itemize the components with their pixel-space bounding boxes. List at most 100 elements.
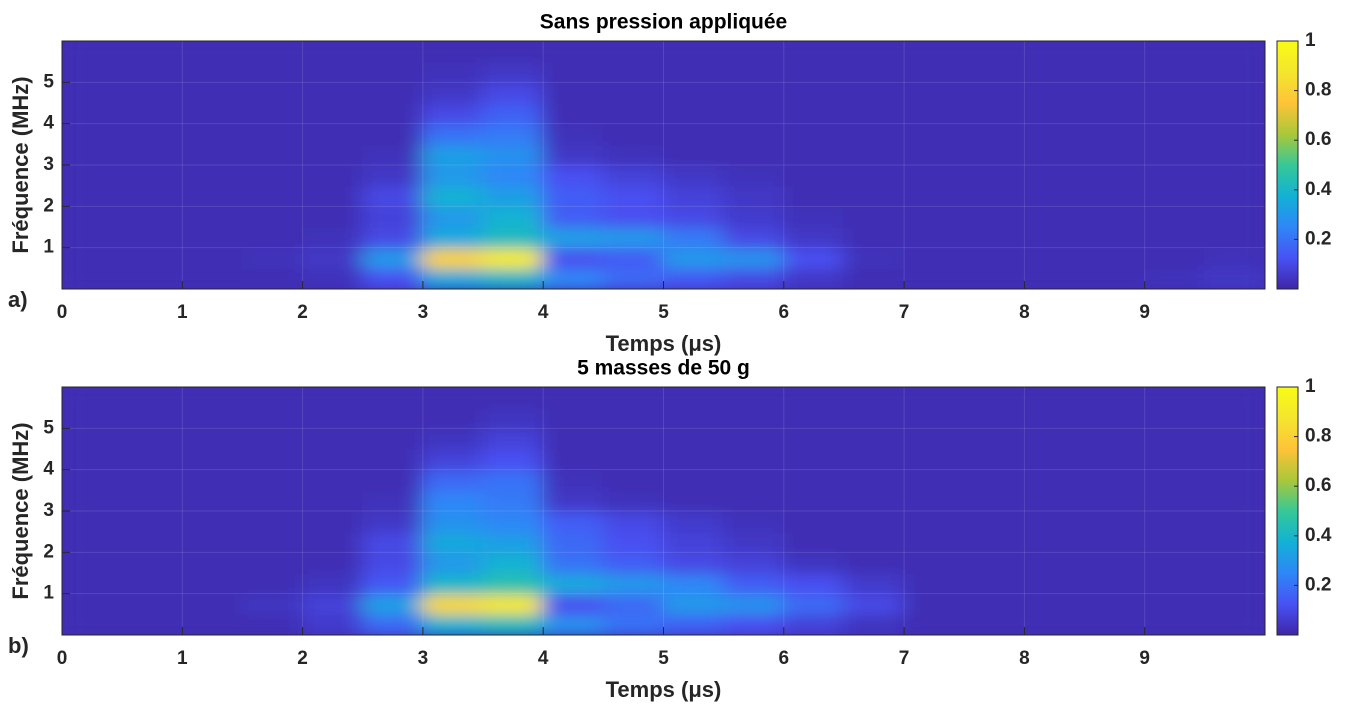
heatmap-cell: [62, 387, 124, 409]
heatmap-cell: [722, 510, 785, 533]
heatmap-cell: [301, 406, 364, 430]
heatmap-cell: [301, 427, 364, 450]
heatmap-cell: [121, 427, 184, 450]
heatmap-cell: [1203, 81, 1265, 104]
y-tick-label: 3: [43, 154, 54, 175]
x-tick-label: 9: [1139, 302, 1150, 323]
heatmap-cell: [421, 81, 485, 104]
heatmap-cell: [662, 510, 725, 533]
heatmap-cell: [662, 184, 725, 208]
heatmap-cell: [782, 205, 845, 228]
heatmap-cell: [482, 613, 545, 635]
heatmap-cell: [662, 60, 725, 84]
heatmap-cell: [482, 551, 545, 574]
heatmap-cell: [482, 122, 545, 146]
x-tick-label: 8: [1019, 302, 1030, 323]
heatmap-cell: [782, 267, 845, 289]
heatmap-cell: [1143, 122, 1206, 146]
heatmap-cell: [241, 41, 304, 63]
heatmap-cell: [722, 184, 785, 208]
heatmap-cell: [722, 427, 785, 450]
heatmap-cell: [301, 551, 364, 574]
heatmap-cell: [482, 267, 545, 289]
heatmap-cell: [1143, 613, 1206, 635]
colorbar-tick-label: 0.6: [1305, 129, 1331, 150]
heatmap-cell: [241, 164, 304, 187]
heatmap-cell: [782, 510, 845, 533]
heatmap-cell: [301, 122, 364, 146]
heatmap-cell: [482, 164, 545, 187]
heatmap-cell: [421, 246, 485, 270]
heatmap-cell: [903, 427, 966, 450]
heatmap-cell: [1083, 448, 1146, 471]
heatmap-cell: [903, 530, 966, 554]
y-axis-label: Fréquence (MHz): [8, 76, 33, 253]
heatmap-cell: [1023, 427, 1086, 450]
heatmap-cell: [1083, 613, 1146, 635]
heatmap-cell: [241, 60, 304, 84]
heatmap-cell: [602, 184, 665, 208]
heatmap-cell: [62, 226, 124, 249]
heatmap-cell: [722, 489, 785, 512]
heatmap-cell: [1083, 267, 1146, 289]
heatmap-cell: [963, 551, 1026, 574]
heatmap-cell: [963, 427, 1026, 450]
colorbar-tick-label: 0.8: [1305, 80, 1331, 101]
heatmap-cell: [421, 551, 485, 574]
heatmap-cell: [301, 226, 364, 249]
heatmap-cell: [241, 246, 304, 270]
heatmap-cell: [542, 551, 605, 574]
heatmap-cell: [1023, 205, 1086, 228]
heatmap-cell: [963, 448, 1026, 471]
heatmap-cell: [602, 510, 665, 533]
heatmap-cell: [301, 572, 364, 595]
heatmap-cell: [1023, 406, 1086, 430]
heatmap-cell: [181, 122, 244, 146]
heatmap-cell: [121, 613, 184, 635]
heatmap-cell: [1083, 205, 1146, 228]
heatmap-cell: [842, 387, 906, 409]
heatmap-cell: [62, 60, 124, 84]
heatmap-cell: [722, 572, 785, 595]
heatmap-cell: [903, 572, 966, 595]
heatmap-cell: [1143, 489, 1206, 512]
heatmap-cell: [241, 510, 304, 533]
heatmap-cell: [722, 387, 785, 409]
heatmap-cell: [62, 143, 124, 166]
heatmap-cell: [903, 510, 966, 533]
heatmap-cell: [62, 184, 124, 208]
heatmap-cell: [662, 613, 725, 635]
heatmap-cell: [722, 468, 785, 492]
heatmap-cell: [662, 427, 725, 450]
heatmap-cell: [542, 468, 605, 492]
heatmap-cell: [361, 468, 424, 492]
heatmap-cell: [1083, 510, 1146, 533]
heatmap-cell: [1143, 246, 1206, 270]
heatmap-cell: [482, 60, 545, 84]
heatmap-cell: [842, 41, 906, 63]
heatmap-cell: [1083, 406, 1146, 430]
heatmap-cell: [662, 468, 725, 492]
heatmap-cell: [1203, 102, 1265, 125]
heatmap-cell: [301, 489, 364, 512]
heatmap-cell: [842, 164, 906, 187]
heatmap-cell: [1083, 387, 1146, 409]
heatmap-cell: [722, 592, 785, 616]
x-tick-label: 5: [658, 648, 669, 669]
heatmap-cell: [241, 489, 304, 512]
heatmap-cell: [62, 246, 124, 270]
heatmap-cell: [782, 81, 845, 104]
heatmap-cell: [241, 551, 304, 574]
heatmap-cell: [722, 530, 785, 554]
heatmap-cell: [1083, 427, 1146, 450]
heatmap-cell: [963, 122, 1026, 146]
heatmap-cell: [361, 592, 424, 616]
heatmap-cell: [963, 102, 1026, 125]
heatmap-cell: [903, 406, 966, 430]
x-tick-label: 5: [658, 302, 669, 323]
heatmap-cell: [181, 164, 244, 187]
y-tick-label: 2: [43, 195, 54, 216]
heatmap-cell: [1203, 122, 1265, 146]
heatmap-cell: [903, 267, 966, 289]
